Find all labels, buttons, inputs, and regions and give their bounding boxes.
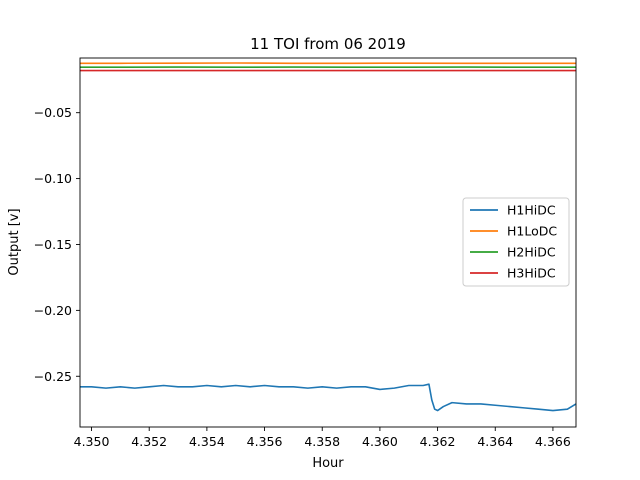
y-tick-label: −0.20 xyxy=(34,303,72,318)
legend-label: H3HiDC xyxy=(507,266,556,281)
plot-border xyxy=(79,57,577,428)
y-tick-label: −0.25 xyxy=(34,369,72,384)
legend-label: H1HiDC xyxy=(507,203,556,218)
series-layer xyxy=(80,62,577,412)
x-tick-label: 4.354 xyxy=(189,434,225,449)
chart-title: 11 TOI from 06 2019 xyxy=(250,35,406,53)
x-axis-label: Hour xyxy=(312,456,344,471)
x-tick-label: 4.358 xyxy=(304,434,340,449)
legend-label: H2HiDC xyxy=(507,245,556,260)
y-tick-label: −0.10 xyxy=(34,171,72,186)
x-tick-label: 4.356 xyxy=(247,434,283,449)
legend: H1HiDC H1LoDC H2HiDC H3HiDC xyxy=(462,197,570,287)
legend-box xyxy=(462,197,570,287)
x-tick-label: 4.360 xyxy=(362,434,398,449)
x-tick-label: 4.352 xyxy=(131,434,167,449)
x-axis: 4.350 4.352 4.354 4.356 4.358 4.360 4.362 4.364… xyxy=(74,427,571,449)
y-tick-label: −0.15 xyxy=(34,237,72,252)
x-tick-label: 4.362 xyxy=(420,434,456,449)
y-tick-label: −0.05 xyxy=(34,105,72,120)
legend-label: H1LoDC xyxy=(507,224,557,239)
x-tick-label: 4.350 xyxy=(74,434,110,449)
x-tick-label: 4.364 xyxy=(477,434,513,449)
y-axis: −0.05 −0.10 −0.15 −0.20 −0.25 xyxy=(34,105,80,384)
series-line-h1hidc xyxy=(80,383,577,412)
x-tick-label: 4.366 xyxy=(535,434,571,449)
y-axis-label: Output [v] xyxy=(7,208,22,275)
